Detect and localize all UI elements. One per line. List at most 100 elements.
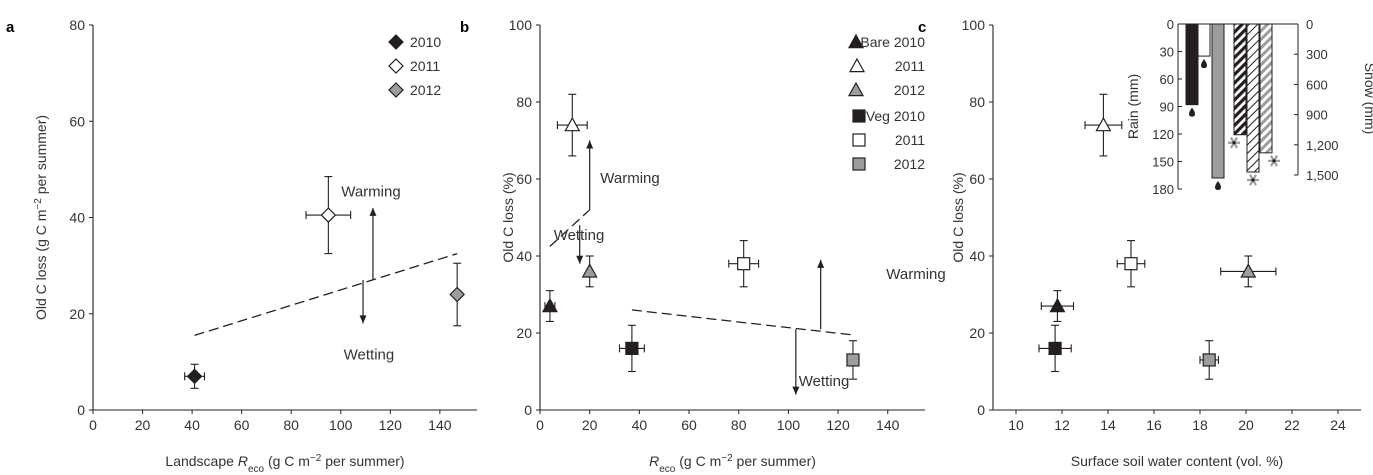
panel-a-legend-marker-2 [388,82,404,98]
panel-c-ytick-label: 100 [962,17,986,33]
panel-a-arrow-1-head [359,315,367,324]
panel-b-legend-marker-4 [852,133,866,147]
inset-rain-tick-label: 0 [1167,17,1174,32]
panel-c-xtick-label: 12 [1054,417,1070,433]
panel-a-ytick-label: 80 [69,17,85,33]
inset-rain-bar-2010 [1185,23,1199,106]
panel-a-ylabel: Old C loss (g C m−2 per summer) [33,115,50,320]
panel-b-legend-marker-0 [847,33,865,49]
panel-a-xtick-label: 40 [184,417,200,433]
panel-b-ytick-label: 0 [524,402,532,418]
panel-a-ytick-label: 60 [69,113,85,129]
panel-b-ytick-label: 80 [516,94,532,110]
panel-b-warming-label-1: Warming [600,170,659,187]
panel-a-legend-label-2: 2012 [410,82,441,98]
raindrop-icon [1189,107,1195,117]
panel-b-trendline-0 [549,209,591,247]
inset-rain-axis-label: Rain (mm) [1125,74,1141,139]
panel-b-xtick-label: 120 [826,417,850,433]
panel-a-ytick-label: 0 [77,402,85,418]
inset-rain-tick-label: 30 [1160,45,1174,60]
panel-a-legend-marker-1 [388,58,404,74]
inset-rain-tick-label: 180 [1152,182,1174,197]
panel-a-ytick-label: 40 [69,210,85,226]
panel-a-chart: 0 20 40 60 80 100 120 140 0 20 40 60 80 Warming Wettin… [33,17,477,475]
inset-rain-tick-label: 150 [1152,155,1174,170]
panel-c-chart: 10 12 14 16 18 20 22 24 0 20 40 60 80 100 Surface soil… [950,17,1373,469]
inset-snow-tick-label: 900 [1306,108,1328,123]
snowflake-center [1232,141,1236,145]
panel-b-legend-marker-5 [852,157,866,171]
panel-a-xtick-label: 120 [379,417,403,433]
panel-c-point-1 [1095,116,1112,132]
panel-b-legend-label-3: Veg 2010 [866,108,925,124]
panel-a-xtick-label: 140 [428,417,452,433]
panel-c-ytick-label: 60 [969,171,985,187]
inset-snow-bar-2012 [1259,23,1273,154]
panel-b-legend-marker-2 [847,81,865,97]
panel-b-ytick-label: 60 [516,171,532,187]
panel-a-point-1 [320,207,337,223]
panel-letter-a: a [6,19,15,36]
panel-a-xtick-label: 100 [329,417,353,433]
panel-b-ytick-label: 100 [509,17,533,33]
panel-a-xlabel: Landscape Reco (g C m−2 per summer) [165,453,404,475]
inset-snow-tick-label: 1,500 [1306,168,1339,183]
raindrop-icon [1215,181,1221,190]
panel-b-xtick-label: 140 [876,417,900,433]
panel-c-point-5 [1202,353,1216,367]
panel-c-xtick-label: 22 [1284,417,1300,433]
panel-b-xlabel: Reco (g C m−2 per summer) [649,453,816,475]
panel-b-legend-marker-3 [852,109,866,123]
panel-b-ytick-label: 40 [516,248,532,264]
panel-b-point-1 [564,116,581,132]
panel-a-point-0 [186,368,203,385]
panel-b-legend-label-0: Bare 2010 [860,34,925,50]
panel-b-xtick-label: 80 [731,417,747,433]
inset-snow-tick-label: 1,200 [1306,138,1339,153]
panel-b-legend-marker-1 [848,57,866,73]
panel-c-ytick-label: 40 [969,248,985,264]
panel-b-ylabel: Old C loss (%) [500,172,516,262]
panel-letter-c: c [918,19,926,36]
panel-b-chart: 0 20 40 60 80 100 120 140 0 20 40 60 80 100 Warming Wet… [500,17,946,475]
inset-snow-tick-label: 600 [1306,77,1328,92]
panel-c-xlabel: Surface soil water content (vol. %) [1071,453,1283,469]
panel-c-ylabel: Old C loss (%) [950,172,966,262]
panel-b-legend-label-1: 2011 [895,58,925,74]
panel-b-arrow-0-head [586,140,594,149]
panel-c-inset: 0 30 60 90 120 150 180 0 300 600 900 1,200 1,500 Rain… [1125,17,1373,197]
panel-b-xtick-label: 60 [681,417,697,433]
inset-rain-tick-label: 60 [1160,72,1174,87]
raindrop-icon [1201,59,1207,69]
panel-c-xtick-label: 14 [1100,417,1116,433]
panel-a-xtick-label: 0 [89,417,97,433]
panel-c-xtick-label: 24 [1330,417,1346,433]
snowflake-center [1272,159,1276,163]
panel-c-point-3 [1048,341,1062,355]
panel-a-legend-label-0: 2010 [410,34,441,50]
panel-b-point-0 [541,297,558,313]
panel-c-ytick-label: 80 [969,94,985,110]
panel-a-legend-label-1: 2011 [410,58,440,74]
panel-b-legend-label-4: 2011 [895,132,925,148]
inset-snow-bar-2011 [1246,23,1260,173]
panel-letter-b: b [460,19,469,36]
panel-b-xtick-label: 100 [777,417,801,433]
panel-a-xtick-label: 80 [283,417,299,433]
panel-c-xtick-label: 20 [1238,417,1254,433]
inset-snow-tick-label: 300 [1306,47,1328,62]
panel-a-trendline [194,252,458,337]
panel-c-xtick-label: 10 [1008,417,1024,433]
snowflake-icon [1247,174,1259,186]
panel-b-arrow-1-head [576,255,584,264]
panel-b-arrow-3-head [792,386,800,395]
panel-b-xtick-label: 0 [536,417,544,433]
panel-b-point-5 [846,353,860,367]
panel-c-ytick-label: 20 [969,325,985,341]
panel-a-point-2 [449,286,466,303]
panel-a-warming-label: Warming [341,183,400,200]
panel-a-xtick-label: 60 [234,417,250,433]
panel-a-wetting-label: Wetting [344,346,395,363]
